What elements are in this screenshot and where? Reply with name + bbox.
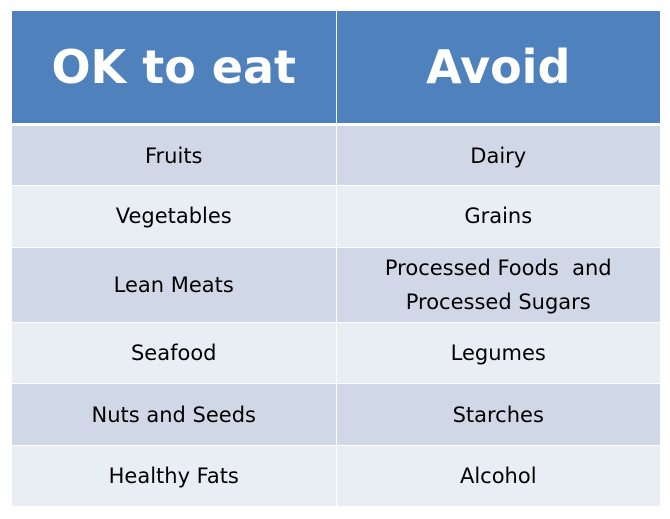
table-row: Lean Meats Processed Foods and Processed… — [12, 247, 660, 324]
avoid-cell: Alcohol — [336, 445, 660, 508]
table-row: Fruits Dairy — [12, 124, 660, 187]
table-row: Seafood Legumes — [12, 322, 660, 385]
table-row: Vegetables Grains — [12, 185, 660, 248]
header-ok-to-eat: OK to eat — [12, 11, 337, 126]
ok-cell: Vegetables — [12, 185, 337, 248]
avoid-cell-line: Processed Foods and — [384, 255, 612, 280]
avoid-cell: Grains — [336, 185, 660, 248]
avoid-cell: Dairy — [336, 124, 660, 187]
header-avoid: Avoid — [336, 11, 660, 126]
table-row: Nuts and Seeds Starches — [12, 383, 660, 446]
food-comparison-table: OK to eat Avoid Fruits Dairy Vegetables … — [12, 11, 660, 508]
avoid-cell: Starches — [336, 383, 660, 446]
avoid-cell-line: Processed Sugars — [405, 289, 591, 314]
ok-cell: Nuts and Seeds — [12, 383, 337, 446]
avoid-cell: Legumes — [336, 322, 660, 385]
ok-cell: Seafood — [12, 322, 337, 385]
avoid-cell: Processed Foods and Processed Sugars — [336, 247, 660, 324]
ok-cell: Lean Meats — [12, 247, 337, 324]
table-row: Healthy Fats Alcohol — [12, 445, 660, 508]
ok-cell: Fruits — [12, 124, 337, 187]
ok-cell: Healthy Fats — [12, 445, 337, 508]
header-row: OK to eat Avoid — [12, 11, 660, 126]
